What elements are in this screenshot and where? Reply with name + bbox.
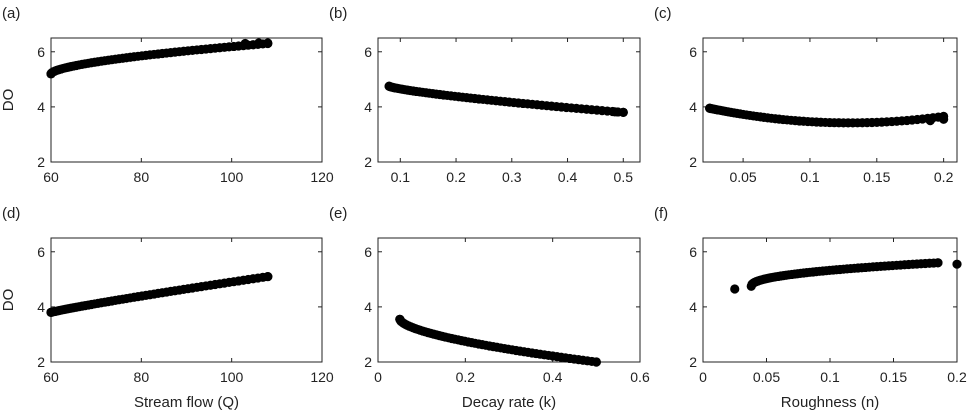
- panel-label: (b): [329, 5, 347, 22]
- y-tick-label: 2: [37, 154, 45, 170]
- y-axis-label: DO: [0, 89, 17, 112]
- data-point: [618, 107, 628, 117]
- data-point: [46, 69, 56, 79]
- x-tick-label: 0.15: [863, 169, 890, 185]
- panel-a: (a) 60 80 100 120 2 4 6 DO: [0, 5, 334, 185]
- data-point: [384, 81, 394, 91]
- x-tick-label: 0.1: [820, 369, 840, 385]
- y-tick-label: 2: [689, 154, 697, 170]
- data-point: [263, 38, 273, 48]
- y-tick-label: 6: [37, 244, 45, 260]
- panel-e: (e) 0 0.2 0.4 0.6 2 4 6 Decay rate (k): [329, 205, 650, 411]
- plot-frame: [377, 37, 641, 163]
- data-point: [610, 107, 620, 117]
- x-tick-label: 120: [310, 369, 334, 385]
- x-tick-label: 0.1: [391, 169, 411, 185]
- data-point: [952, 259, 962, 269]
- x-tick-label: 0.2: [456, 369, 476, 385]
- y-axis-label: DO: [0, 289, 17, 312]
- data-point: [263, 271, 273, 282]
- x-tick-label: 80: [134, 169, 150, 185]
- y-tick-label: 6: [689, 44, 697, 60]
- x-tick-label: 0.5: [614, 169, 634, 185]
- x-tick-label: 0.6: [630, 369, 650, 385]
- x-tick-label: 100: [220, 369, 244, 385]
- y-tick-label: 4: [689, 99, 697, 115]
- x-axis-label: Roughness (n): [781, 394, 879, 411]
- panel-label: (a): [2, 5, 20, 22]
- y-tick-label: 4: [364, 299, 372, 315]
- plot-frame: [50, 37, 323, 163]
- x-tick-label: 60: [43, 169, 59, 185]
- x-axis-label: Stream flow (Q): [134, 394, 239, 411]
- x-tick-label: 0: [374, 369, 382, 385]
- y-tick-label: 6: [364, 44, 372, 60]
- y-tick-label: 6: [37, 44, 45, 60]
- y-tick-label: 2: [37, 354, 45, 370]
- panel-label: (c): [654, 5, 672, 22]
- panel-label: (d): [2, 205, 20, 222]
- y-tick-label: 4: [689, 299, 697, 315]
- x-tick-label: 0.4: [558, 169, 578, 185]
- data-point: [933, 258, 943, 268]
- data-point: [730, 284, 740, 294]
- y-tick-label: 6: [689, 244, 697, 260]
- plot-frame: [702, 37, 958, 163]
- data-point: [395, 314, 405, 324]
- x-tick-label: 0.1: [800, 169, 820, 185]
- x-axis-label: Decay rate (k): [462, 394, 556, 411]
- y-tick-label: 6: [364, 244, 372, 260]
- x-tick-label: 0.2: [947, 369, 967, 385]
- x-tick-label: 0.2: [446, 169, 466, 185]
- plot-frame: [702, 237, 958, 363]
- plot-frame: [377, 237, 641, 363]
- y-tick-label: 4: [364, 99, 372, 115]
- y-tick-label: 4: [37, 299, 45, 315]
- x-tick-label: 80: [134, 369, 150, 385]
- x-tick-label: 60: [43, 369, 59, 385]
- data-point: [939, 114, 949, 124]
- data-point: [46, 307, 56, 317]
- x-tick-label: 120: [310, 169, 334, 185]
- panel-label: (f): [654, 205, 668, 222]
- data-point: [705, 103, 715, 113]
- y-tick-label: 2: [364, 354, 372, 370]
- x-tick-label: 0.3: [502, 169, 522, 185]
- x-tick-label: 0.05: [753, 369, 780, 385]
- panel-b: (b) 0.1 0.2 0.3 0.4 0.5 2 4 6: [329, 5, 641, 185]
- y-tick-label: 4: [37, 99, 45, 115]
- x-tick-label: 0.05: [729, 169, 756, 185]
- x-tick-label: 0.4: [543, 369, 563, 385]
- x-tick-label: 0.2: [934, 169, 954, 185]
- panel-d: (d) 60 80 100 120 2 4 6 DO Stream flow (Q): [0, 205, 334, 411]
- panel-c: (c) 0.05 0.1 0.15 0.2 2 4 6: [654, 5, 958, 185]
- y-tick-label: 2: [364, 154, 372, 170]
- plot-frame: [50, 237, 323, 363]
- panel-label: (e): [329, 205, 347, 222]
- x-tick-label: 100: [220, 169, 244, 185]
- data-point: [591, 357, 601, 367]
- panel-f: (f) 0 0.05 0.1 0.15 0.2 2 4 6 Roughness (n): [654, 205, 967, 411]
- data-point: [240, 38, 250, 49]
- data-point: [925, 116, 935, 126]
- data-point: [254, 38, 264, 48]
- x-tick-label: 0: [699, 369, 707, 385]
- y-tick-label: 2: [689, 354, 697, 370]
- x-tick-label: 0.15: [880, 369, 907, 385]
